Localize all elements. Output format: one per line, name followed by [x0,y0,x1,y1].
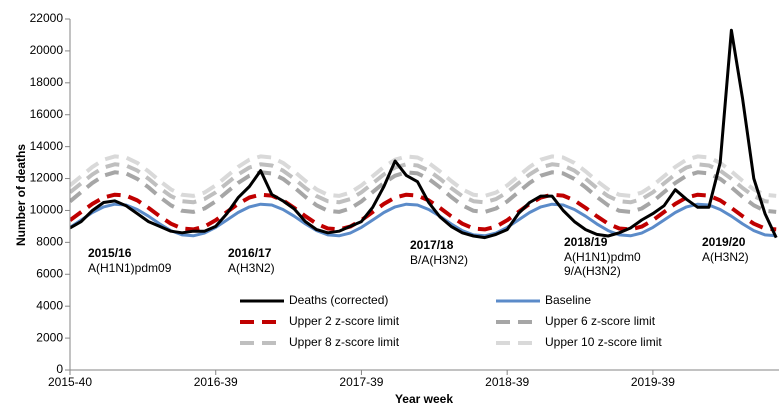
series-line [70,202,777,238]
strain-label: 9/A(H3N2) [564,264,621,278]
strain-label: A(H3N2) [228,261,275,275]
y-tick-label: 16000 [30,107,64,121]
season-label: 2017/18 [410,238,454,252]
x-axis-label: Year week [395,392,453,406]
strain-label: A(H1N1)pdm0 [564,250,641,264]
legend-label: Upper 2 z-score limit [289,314,400,328]
legend-label: Upper 8 z-score limit [289,335,400,349]
x-tick-label: 2018-39 [485,375,529,389]
y-tick-label: 20000 [30,43,64,57]
series-line [70,170,777,214]
y-tick-label: 22000 [30,11,64,25]
strain-label: A(H1N1)pdm09 [88,261,172,275]
season-label: 2019/20 [702,235,746,249]
x-tick-label: 2015-40 [48,375,92,389]
legend-label: Deaths (corrected) [289,293,388,307]
strain-label: B/A(H3N2) [410,253,468,267]
season-label: 2018/19 [564,235,608,249]
y-tick-label: 4000 [36,298,63,312]
y-tick-label: 18000 [30,75,64,89]
y-axis-label: Number of deaths [14,144,28,246]
y-tick-label: 2000 [36,330,63,344]
x-tick-label: 2017-39 [339,375,383,389]
series-line [70,154,777,198]
x-tick-label: 2016-39 [194,375,238,389]
y-tick-label: 14000 [30,139,64,153]
legend-label: Upper 10 z-score limit [545,335,662,349]
season-label: 2015/16 [88,246,132,260]
series-line [70,162,777,205]
y-tick-label: 10000 [30,203,64,217]
y-tick-label: 0 [56,362,63,376]
season-label: 2016/17 [228,246,272,260]
y-tick-label: 8000 [36,235,63,249]
plot-area [70,28,778,240]
strain-label: A(H3N2) [702,250,749,264]
legend-label: Baseline [545,293,591,307]
series-line [70,28,778,240]
legend-label: Upper 6 z-score limit [545,314,656,328]
x-tick-label: 2019-39 [631,375,675,389]
y-tick-label: 12000 [30,171,64,185]
y-tick-label: 6000 [36,266,63,280]
series-line [70,192,777,232]
